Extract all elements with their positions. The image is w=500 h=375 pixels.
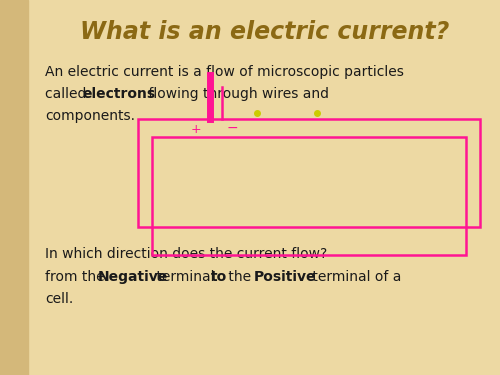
Text: from the: from the xyxy=(45,270,109,284)
Bar xyxy=(152,137,466,255)
Text: −: − xyxy=(226,121,238,135)
Text: Positive: Positive xyxy=(254,270,316,284)
Text: What is an electric current?: What is an electric current? xyxy=(80,20,450,44)
Text: to: to xyxy=(210,270,227,284)
Text: the: the xyxy=(224,270,256,284)
Text: terminal of a: terminal of a xyxy=(308,270,401,284)
Text: In which direction does the current flow?: In which direction does the current flow… xyxy=(45,247,327,261)
Text: components.: components. xyxy=(45,109,135,123)
Text: electrons: electrons xyxy=(82,87,155,101)
Text: flowing through wires and: flowing through wires and xyxy=(144,87,329,101)
Bar xyxy=(0,0,28,375)
Text: An electric current is a flow of microscopic particles: An electric current is a flow of microsc… xyxy=(45,65,404,79)
Text: terminal: terminal xyxy=(152,270,219,284)
Bar xyxy=(138,119,480,227)
Text: cell.: cell. xyxy=(45,292,73,306)
Text: Negative: Negative xyxy=(98,270,168,284)
Text: +: + xyxy=(190,123,202,136)
Text: called: called xyxy=(45,87,91,101)
